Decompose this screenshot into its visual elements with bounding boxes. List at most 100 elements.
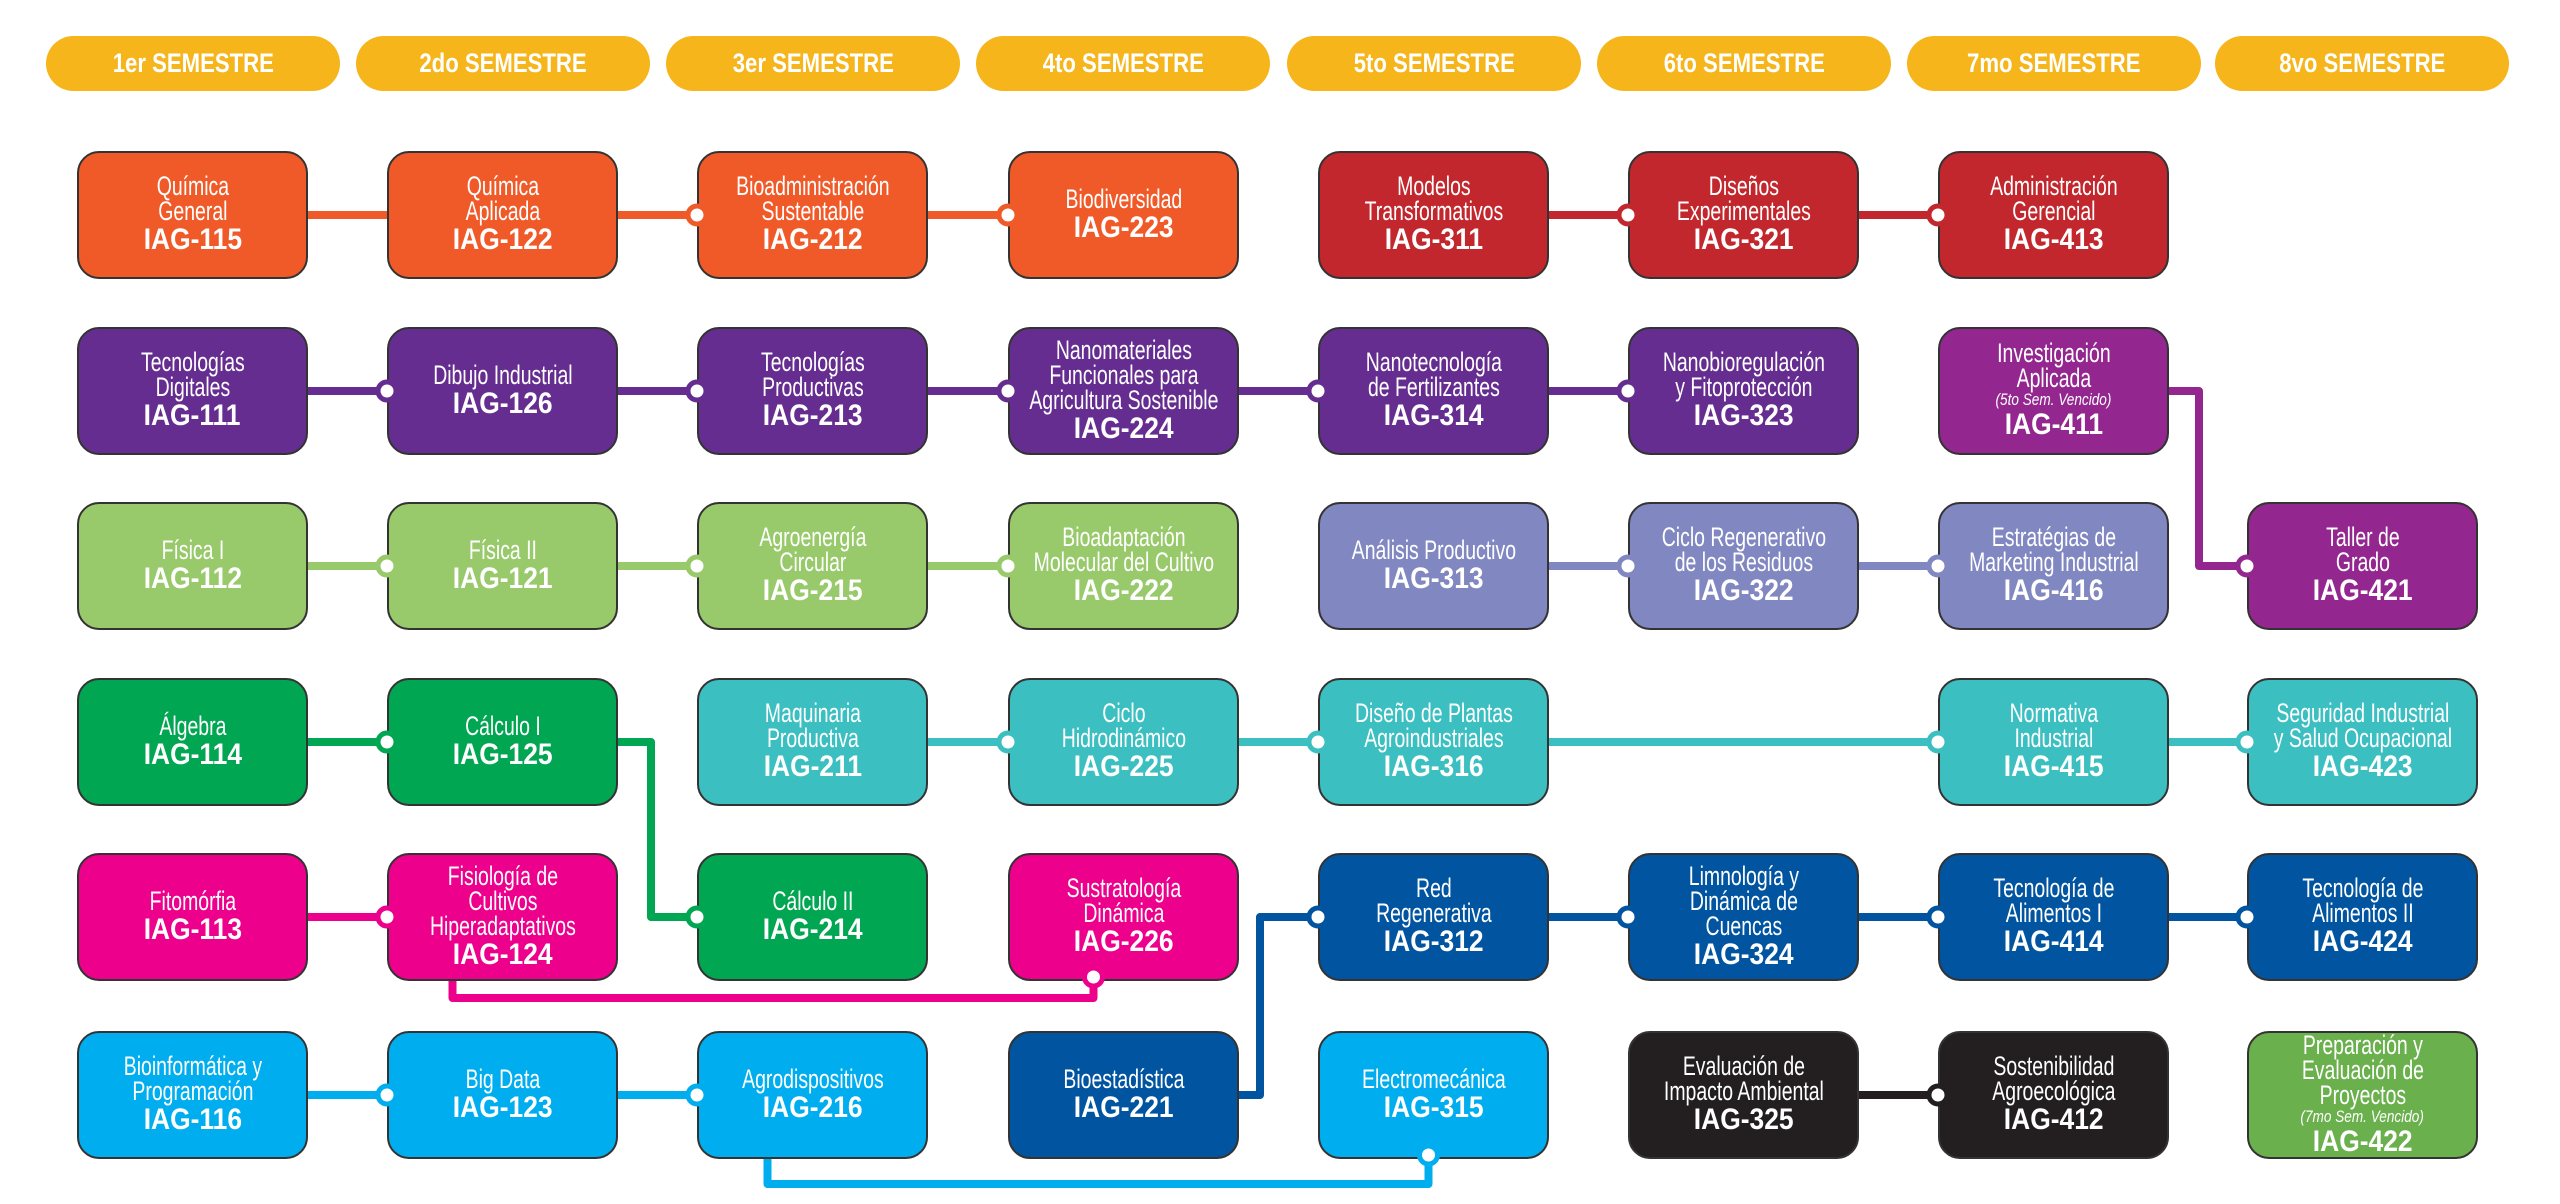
- course-name: Álgebra: [158, 710, 227, 741]
- course-code: IAG-221: [1073, 1090, 1174, 1124]
- course-name: Fitomórfia: [149, 885, 236, 916]
- course-card[interactable]: Química General IAG-115: [77, 151, 308, 279]
- course-code: IAG-215: [762, 574, 863, 607]
- course-card[interactable]: Estratégias de Marketing Industrial IAG-4…: [1938, 502, 2169, 630]
- course-code: IAG-224: [1073, 411, 1174, 445]
- course-card[interactable]: Tecnologías Digitales IAG-111: [77, 327, 308, 455]
- course-code: IAG-121: [452, 561, 553, 595]
- course-name: Electromecánica: [1361, 1063, 1506, 1094]
- course-card[interactable]: Nanomateriales Funcionales para Agricult…: [1008, 327, 1239, 455]
- course-name: Modelos Transformativos: [1364, 171, 1503, 226]
- course-code: IAG-226: [1073, 925, 1174, 958]
- course-code: IAG-222: [1073, 574, 1174, 607]
- course-name: Evaluación de Impacto Ambiental: [1663, 1051, 1824, 1106]
- course-name: Estratégias de Marketing Industrial: [1968, 522, 2139, 577]
- course-card[interactable]: Electromecánica IAG-315: [1318, 1031, 1549, 1159]
- course-card[interactable]: Diseños Experimentales IAG-321: [1628, 151, 1859, 279]
- course-card[interactable]: Diseño de Plantas Agroindustriales IAG-31…: [1318, 678, 1549, 806]
- course-card[interactable]: Tecnología de Alimentos II IAG-424: [2247, 853, 2478, 981]
- course-code: IAG-216: [762, 1090, 863, 1124]
- course-card[interactable]: Agroenergía Circular IAG-215: [697, 502, 928, 630]
- course-name: Tecnologías Digitales: [140, 347, 245, 402]
- prerequisite-line: [2169, 387, 2247, 570]
- course-name: Nanobioregulación y Fitoprotección: [1662, 347, 1825, 402]
- course-card[interactable]: Tecnología de Alimentos I IAG-414: [1938, 853, 2169, 981]
- course-name: Limnología y Dinámica de Cuencas: [1688, 860, 1799, 941]
- course-code: IAG-323: [1693, 399, 1794, 432]
- semester-header: 7mo SEMESTRE: [1907, 36, 2201, 91]
- course-card[interactable]: Agrodispositivos IAG-216: [697, 1031, 928, 1159]
- course-name: Nanomateriales Funcionales para Agricult…: [1028, 334, 1219, 415]
- course-code: IAG-113: [143, 912, 242, 946]
- course-card[interactable]: Normativa Industrial IAG-415: [1938, 678, 2169, 806]
- course-card[interactable]: Taller de Grado IAG-421: [2247, 502, 2478, 630]
- course-card[interactable]: Seguridad Industrial y Salud Ocupacional…: [2247, 678, 2478, 806]
- course-code: IAG-211: [763, 750, 862, 783]
- course-code: IAG-322: [1693, 574, 1794, 607]
- course-card[interactable]: Sostenibilidad Agroecológica IAG-412: [1938, 1031, 2169, 1159]
- course-card[interactable]: Dibujo Industrial IAG-126: [387, 327, 618, 455]
- course-card[interactable]: Big Data IAG-123: [387, 1031, 618, 1159]
- course-card[interactable]: Bioestadística IAG-221: [1008, 1031, 1239, 1159]
- course-name: Diseño de Plantas Agroindustriales: [1354, 698, 1513, 753]
- course-card[interactable]: Nanobioregulación y Fitoprotección IAG-32…: [1628, 327, 1859, 455]
- course-card[interactable]: Investigación Aplicada (5to Sem. Vencido)…: [1938, 327, 2169, 455]
- course-card[interactable]: Nanotecnología de Fertilizantes IAG-314: [1318, 327, 1549, 455]
- course-code: IAG-122: [452, 223, 553, 256]
- course-code: IAG-316: [1383, 750, 1484, 783]
- course-code: IAG-422: [2312, 1124, 2413, 1158]
- course-name: Bioadaptación Molecular del Cultivo: [1033, 522, 1214, 577]
- course-card[interactable]: Modelos Transformativos IAG-311: [1318, 151, 1549, 279]
- course-card[interactable]: Física I IAG-112: [77, 502, 308, 630]
- course-card[interactable]: Preparación y Evaluación de Proyectos (7m…: [2247, 1031, 2478, 1159]
- course-card[interactable]: Cálculo I IAG-125: [387, 678, 618, 806]
- course-card[interactable]: Maquinaria Productiva IAG-211: [697, 678, 928, 806]
- course-card[interactable]: Biodiversidad IAG-223: [1008, 151, 1239, 279]
- course-card[interactable]: Física II IAG-121: [387, 502, 618, 630]
- course-card[interactable]: Análisis Productivo IAG-313: [1318, 502, 1549, 630]
- course-card[interactable]: Fitomórfia IAG-113: [77, 853, 308, 981]
- semester-header: 6to SEMESTRE: [1597, 36, 1891, 91]
- course-code: IAG-413: [2003, 223, 2104, 256]
- prerequisite-line: [1239, 913, 1318, 1099]
- course-code: IAG-411: [2004, 408, 2103, 441]
- course-code: IAG-321: [1693, 223, 1794, 256]
- course-name: Biodiversidad: [1065, 183, 1182, 214]
- course-code: IAG-124: [452, 937, 553, 971]
- prerequisite-line: [763, 1159, 1433, 1188]
- course-card[interactable]: Sustratología Dinámica IAG-226: [1008, 853, 1239, 981]
- course-card[interactable]: Administración Gerencial IAG-413: [1938, 151, 2169, 279]
- course-name: Sostenibilidad Agroecológica: [1991, 1051, 2116, 1106]
- course-code: IAG-312: [1383, 925, 1484, 958]
- course-name: Nanotecnología de Fertilizantes: [1365, 347, 1502, 402]
- course-card[interactable]: Ciclo Regenerativo de los Residuos IAG-32…: [1628, 502, 1859, 630]
- course-name: Física II: [468, 534, 537, 565]
- course-card[interactable]: Cálculo II IAG-214: [697, 853, 928, 981]
- semester-label: 1er SEMESTRE: [112, 48, 274, 78]
- course-code: IAG-223: [1073, 210, 1174, 244]
- course-name: Investigación Aplicada: [1996, 338, 2111, 393]
- course-name: Dibujo Industrial: [432, 359, 573, 390]
- course-card[interactable]: Limnología y Dinámica de Cuencas IAG-324: [1628, 853, 1859, 981]
- course-name: Cálculo I: [464, 710, 541, 741]
- course-name: Seguridad Industrial y Salud Ocupacional: [2273, 698, 2452, 753]
- course-card[interactable]: Bioadministración Sustentable IAG-212: [697, 151, 928, 279]
- course-name: Agroenergía Circular: [759, 522, 867, 577]
- course-card[interactable]: Álgebra IAG-114: [77, 678, 308, 806]
- course-card[interactable]: Tecnologías Productivas IAG-213: [697, 327, 928, 455]
- course-card[interactable]: Química Aplicada IAG-122: [387, 151, 618, 279]
- course-name: Agrodispositivos: [741, 1063, 884, 1094]
- course-card[interactable]: Bioinformática y Programación IAG-116: [77, 1031, 308, 1159]
- course-card[interactable]: Fisiología de Cultivos Hiperadaptativos I…: [387, 853, 618, 981]
- semester-label: 4to SEMESTRE: [1042, 48, 1204, 78]
- course-card[interactable]: Evaluación de Impacto Ambiental IAG-325: [1628, 1031, 1859, 1159]
- course-name: Tecnologías Productivas: [760, 347, 865, 402]
- course-card[interactable]: Ciclo Hidrodinámico IAG-225: [1008, 678, 1239, 806]
- course-code: IAG-421: [2312, 574, 2413, 607]
- course-card[interactable]: Red Regenerativa IAG-312: [1318, 853, 1549, 981]
- prerequisite-line: [618, 738, 697, 921]
- course-code: IAG-324: [1693, 937, 1794, 971]
- course-card[interactable]: Bioadaptación Molecular del Cultivo IAG-2…: [1008, 502, 1239, 630]
- semester-header: 1er SEMESTRE: [46, 36, 340, 91]
- course-name: Ciclo Hidrodinámico: [1061, 698, 1186, 753]
